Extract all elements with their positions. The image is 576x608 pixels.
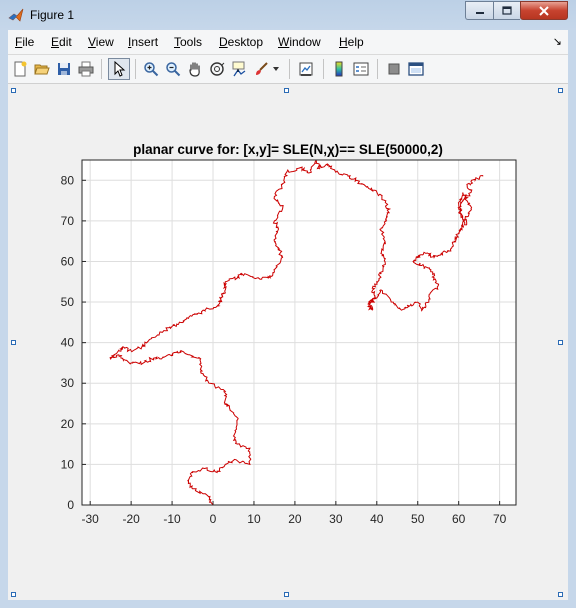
selection-handle[interactable] bbox=[11, 340, 16, 345]
minimize-icon bbox=[475, 11, 484, 14]
matlab-logo-icon bbox=[8, 8, 24, 22]
menu-bar: File Edit View Insert Tools Desktop Wind… bbox=[8, 30, 568, 55]
edit-plot-arrow-icon bbox=[114, 61, 126, 77]
rotate-3d-button[interactable] bbox=[206, 58, 228, 80]
menu-help[interactable]: Help bbox=[339, 35, 364, 49]
selection-handle[interactable] bbox=[11, 592, 16, 597]
selection-handle[interactable] bbox=[284, 592, 289, 597]
zoom-in-button[interactable] bbox=[140, 58, 162, 80]
open-file-icon bbox=[34, 64, 50, 75]
close-icon bbox=[539, 5, 549, 16]
toolbar-separator bbox=[101, 59, 102, 79]
hide-plot-tools-button[interactable] bbox=[383, 58, 405, 80]
selection-handle[interactable] bbox=[284, 88, 289, 93]
minimize-button[interactable] bbox=[465, 1, 493, 20]
zoom-out-icon bbox=[166, 62, 181, 77]
toolbar-separator bbox=[323, 59, 324, 79]
figure-canvas[interactable] bbox=[8, 84, 568, 600]
close-button[interactable] bbox=[520, 1, 568, 20]
show-plot-tools-button[interactable] bbox=[405, 58, 427, 80]
figure-toolbar bbox=[8, 55, 568, 84]
maximize-icon bbox=[502, 5, 512, 15]
chevron-down-icon bbox=[273, 67, 279, 71]
open-file-button[interactable] bbox=[31, 58, 53, 80]
maximize-button[interactable] bbox=[493, 1, 520, 20]
menu-edit[interactable]: Edit bbox=[51, 35, 72, 49]
show-plot-tools-icon bbox=[408, 62, 424, 76]
toolbar-separator bbox=[377, 59, 378, 79]
save-icon bbox=[58, 63, 70, 75]
selection-handle[interactable] bbox=[558, 340, 563, 345]
toolbar-separator bbox=[135, 59, 136, 79]
menu-desktop[interactable]: Desktop bbox=[219, 35, 264, 49]
insert-legend-icon bbox=[353, 62, 369, 76]
selection-handle[interactable] bbox=[558, 592, 563, 597]
new-figure-button[interactable] bbox=[9, 58, 31, 80]
menu-window[interactable]: Window bbox=[278, 35, 321, 49]
edit-plot-button[interactable] bbox=[108, 58, 130, 80]
menu-tools[interactable]: Tools bbox=[174, 35, 203, 49]
save-button[interactable] bbox=[53, 58, 75, 80]
figure-client-area: File Edit View Insert Tools Desktop Wind… bbox=[8, 30, 568, 600]
plot-title: planar curve for: [x,y]= SLE(N,χ)== SLE(… bbox=[133, 142, 443, 157]
insert-colorbar-icon bbox=[335, 61, 343, 77]
print-icon bbox=[78, 61, 94, 77]
selection-handle[interactable] bbox=[11, 88, 16, 93]
hide-plot-tools-icon bbox=[388, 63, 400, 75]
data-cursor-icon bbox=[232, 61, 246, 77]
brush-dropdown[interactable] bbox=[270, 58, 282, 80]
selection-handle[interactable] bbox=[558, 88, 563, 93]
rotate-3d-icon bbox=[210, 62, 225, 76]
window-title: Figure 1 bbox=[30, 8, 75, 22]
brush-button[interactable] bbox=[250, 58, 272, 80]
zoom-out-button[interactable] bbox=[162, 58, 184, 80]
menu-file[interactable]: File bbox=[15, 35, 35, 49]
data-cursor-button[interactable] bbox=[228, 58, 250, 80]
new-figure-icon bbox=[14, 61, 27, 77]
toolbar-separator bbox=[289, 59, 290, 79]
zoom-in-icon bbox=[144, 62, 159, 77]
link-plot-icon bbox=[299, 62, 313, 76]
dock-figure-icon[interactable]: ↘ bbox=[552, 36, 562, 48]
link-plot-button[interactable] bbox=[295, 58, 317, 80]
insert-colorbar-button[interactable] bbox=[328, 58, 350, 80]
menu-insert[interactable]: Insert bbox=[128, 35, 159, 49]
menu-view[interactable]: View bbox=[88, 35, 114, 49]
print-button[interactable] bbox=[75, 58, 97, 80]
title-bar[interactable]: Figure 1 bbox=[0, 0, 576, 30]
brush-icon bbox=[256, 62, 268, 75]
insert-legend-button[interactable] bbox=[350, 58, 372, 80]
pan-hand-icon bbox=[189, 62, 200, 77]
pan-button[interactable] bbox=[184, 58, 206, 80]
